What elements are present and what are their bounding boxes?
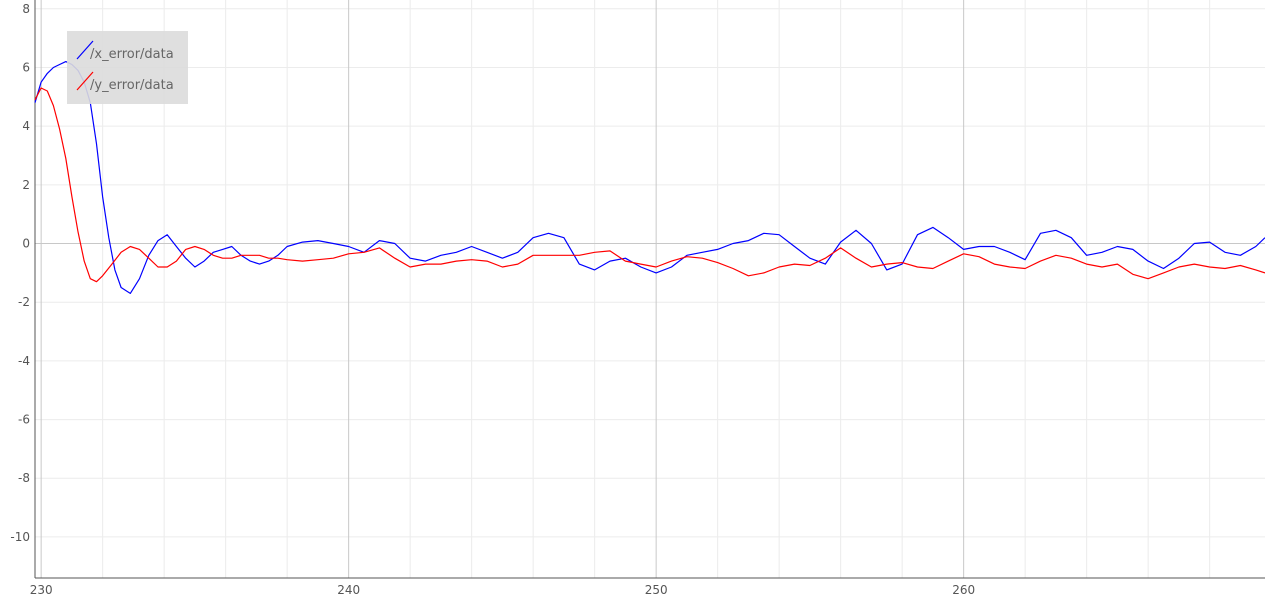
y-tick-label: -4 (18, 354, 30, 368)
legend-label: /y_error/data (90, 78, 174, 93)
legend-swatch (76, 71, 94, 91)
y-tick-label: -10 (10, 530, 30, 544)
x-tick-label: 230 (30, 583, 53, 597)
y-tick-label: 2 (22, 178, 30, 192)
y-tick-label: 4 (22, 119, 30, 133)
legend-box (67, 31, 188, 104)
y-tick-label: -6 (18, 413, 30, 427)
y-tick-label: 8 (22, 2, 30, 16)
series-layer (34, 60, 1265, 294)
x-tick-label: 240 (337, 583, 360, 597)
y-tick-label: 6 (22, 60, 30, 74)
y-tick-label: -2 (18, 295, 30, 309)
x-tick-label: 260 (952, 583, 975, 597)
minor-grid (35, 0, 1265, 578)
series-line-y-error (34, 87, 1265, 283)
y-tick-labels: 8 6 4 2 0 -2 -4 -6 -8 -10 (10, 2, 30, 544)
series-line-x-error (34, 60, 1265, 294)
major-grid (35, 0, 1265, 578)
y-tick-label: 0 (22, 237, 30, 251)
legend-label: /x_error/data (90, 47, 174, 62)
legend-swatch (76, 40, 94, 60)
x-tick-label: 250 (645, 583, 668, 597)
legend: /x_error/data/y_error/data (67, 31, 188, 104)
x-tick-labels: 230 240 250 260 (30, 583, 975, 597)
y-tick-label: -8 (18, 471, 30, 485)
